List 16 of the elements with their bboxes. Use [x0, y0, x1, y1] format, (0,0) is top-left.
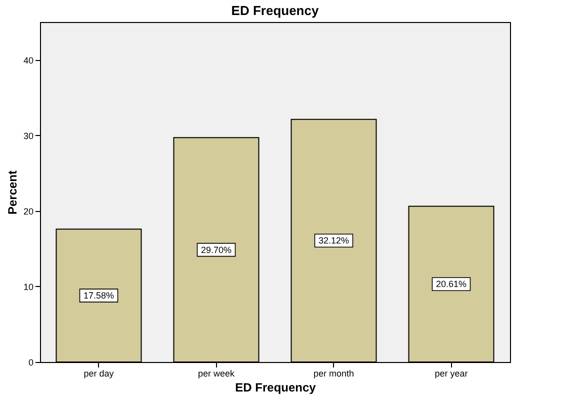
- data-label: 17.58%: [83, 290, 114, 301]
- y-tick-label: 0: [28, 358, 34, 368]
- y-tick-label: 30: [23, 130, 34, 141]
- x-axis-title: ED Frequency: [235, 380, 316, 394]
- data-label: 32.12%: [318, 236, 350, 246]
- data-label: 29.70%: [200, 244, 232, 255]
- y-axis-title: Percent: [5, 170, 20, 215]
- y-tick-label: 20: [23, 206, 34, 216]
- y-tick-label: 10: [23, 282, 34, 292]
- y-tick-label: 40: [23, 55, 34, 66]
- x-tick-label: per month: [313, 368, 354, 378]
- chart-title: ED Frequency: [231, 3, 320, 18]
- x-tick-label: per week: [198, 368, 236, 378]
- x-tick-label: per day: [84, 368, 114, 378]
- data-label: 20.61%: [436, 279, 467, 290]
- x-tick-label: per year: [434, 368, 468, 378]
